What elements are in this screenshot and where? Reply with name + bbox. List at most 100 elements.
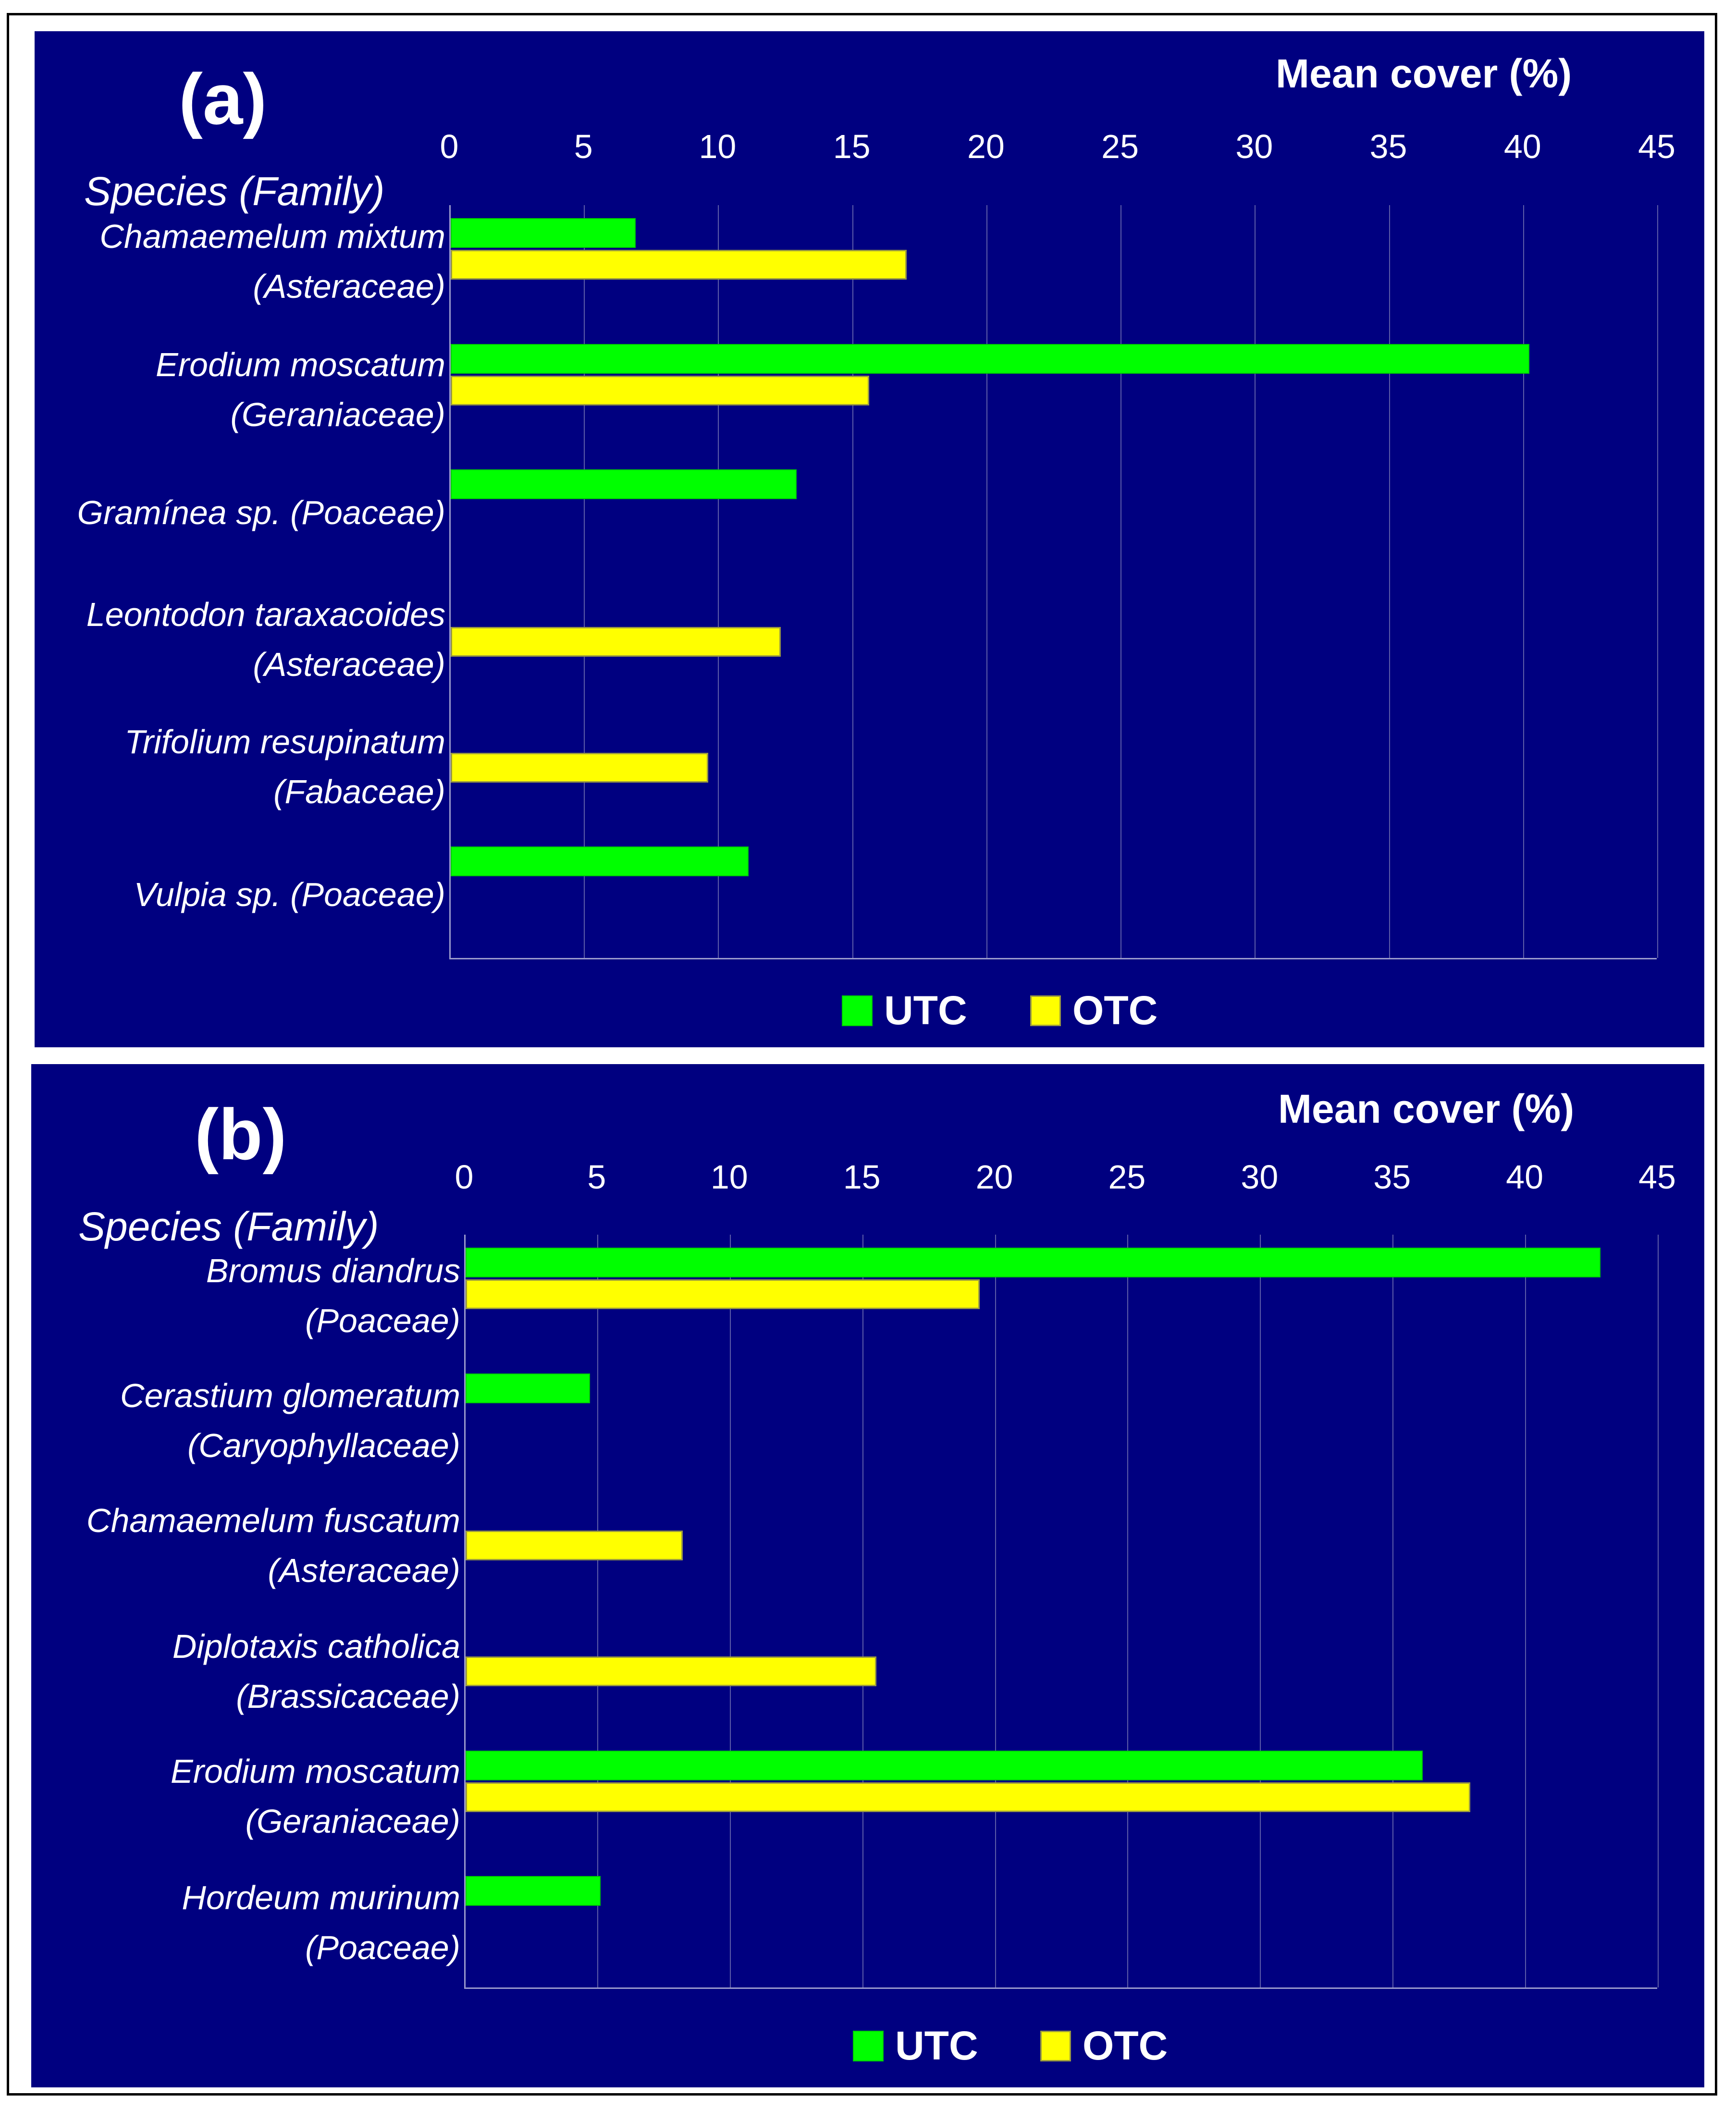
- category-species: Diplotaxis catholica: [172, 1628, 460, 1665]
- plot-area: [464, 1235, 1659, 1989]
- bar-utc: [466, 1373, 591, 1403]
- x-tick-label: 20: [967, 128, 1005, 165]
- category-species: Chamaemelum mixtum: [99, 218, 445, 255]
- legend-otc: OTC: [1040, 2023, 1168, 2069]
- x-tick-label: 40: [1503, 128, 1541, 165]
- category-label: Hordeum murinum (Poaceae): [66, 1873, 460, 1973]
- legend-swatch-utc: [842, 995, 873, 1026]
- bar-otc: [451, 626, 781, 657]
- category-species: Cerastium glomeratum: [120, 1377, 460, 1414]
- x-tick-label: 30: [1235, 128, 1273, 165]
- legend-utc: UTC: [842, 987, 967, 1034]
- gridline: [597, 1235, 598, 1987]
- gridline: [729, 1235, 731, 1987]
- x-tick-label: 15: [843, 1158, 881, 1196]
- x-tick-label: 0: [440, 128, 459, 165]
- x-tick-label: 0: [455, 1158, 474, 1196]
- bar-otc: [451, 249, 907, 280]
- gridline: [1392, 1235, 1394, 1987]
- gridline: [1523, 205, 1524, 958]
- x-tick-label: 35: [1373, 1158, 1411, 1196]
- category-label: Cerastium glomeratum (Caryophyllaceae): [66, 1371, 460, 1471]
- x-axis-title: Mean cover (%): [1276, 51, 1572, 96]
- category-family: (Fabaceae): [273, 773, 445, 810]
- x-axis-title: Mean cover (%): [1278, 1086, 1575, 1131]
- category-label: Erodium moscatum (Geraniaceae): [66, 1746, 460, 1846]
- category-label: Chamaemelum fuscatum (Asteraceae): [66, 1496, 460, 1595]
- category-family: (Asteraceae): [268, 1552, 460, 1589]
- panel-label: (b): [195, 1094, 287, 1175]
- category-family: (Asteraceae): [253, 268, 445, 305]
- legend-utc: UTC: [853, 2023, 978, 2069]
- bar-utc: [466, 1750, 1423, 1780]
- category-family: (Geraniaceae): [245, 1802, 460, 1840]
- legend-swatch-utc: [853, 2030, 884, 2061]
- category-label: Chamaemelum mixtum (Asteraceae): [51, 211, 445, 311]
- bar-otc: [466, 1782, 1471, 1812]
- legend-otc: OTC: [1030, 987, 1157, 1034]
- category-family: (Geraniaceae): [230, 396, 445, 433]
- x-tick-label: 35: [1369, 128, 1407, 165]
- legend-swatch-otc: [1030, 995, 1061, 1026]
- gridline: [852, 205, 853, 958]
- gridline: [1255, 205, 1256, 958]
- bar-utc: [451, 846, 749, 877]
- category-family: (Poaceae): [305, 1302, 460, 1339]
- gridline: [862, 1235, 863, 1987]
- bar-utc: [466, 1876, 601, 1906]
- category-family: (Caryophyllaceae): [187, 1427, 460, 1464]
- gridline: [1120, 205, 1122, 958]
- category-label: Gramínea sp. (Poaceae): [51, 488, 445, 538]
- bar-utc: [466, 1247, 1601, 1277]
- gridline: [1260, 1235, 1261, 1987]
- plot-area: [449, 205, 1658, 959]
- x-tick-label: 5: [574, 128, 593, 165]
- y-axis-title: Species (Family): [78, 1204, 379, 1249]
- category-label: Trifolium resupinatum (Fabaceae): [51, 717, 445, 817]
- x-tick-label: 45: [1638, 128, 1675, 165]
- bar-otc: [466, 1279, 980, 1309]
- legend-label-utc: UTC: [884, 988, 967, 1033]
- category-label: Leontodon taraxacoides (Asteraceae): [51, 589, 445, 689]
- gridline: [1525, 1235, 1527, 1987]
- bar-otc: [451, 375, 870, 405]
- x-tick-label: 30: [1241, 1158, 1279, 1196]
- bar-utc: [451, 218, 636, 248]
- gridline: [995, 1235, 996, 1987]
- gridline: [1657, 205, 1658, 958]
- x-tick-label: 10: [710, 1158, 748, 1196]
- category-label: Erodium moscatum (Geraniaceae): [51, 340, 445, 440]
- category-family: (Brassicaceae): [236, 1678, 460, 1715]
- x-tick-label: 15: [833, 128, 871, 165]
- category-species: Erodium moscatum: [171, 1753, 460, 1790]
- bar-otc: [451, 752, 709, 783]
- x-tick-label: 45: [1638, 1158, 1676, 1196]
- x-tick-label: 5: [587, 1158, 606, 1196]
- gridline: [1389, 205, 1390, 958]
- x-tick-label: 10: [699, 128, 737, 165]
- bar-utc: [451, 469, 797, 500]
- legend-label-otc: OTC: [1083, 2023, 1168, 2068]
- category-species: Erodium moscatum: [156, 346, 445, 383]
- legend-label-utc: UTC: [895, 2023, 978, 2068]
- category-species: Leontodon taraxacoides: [86, 596, 445, 633]
- category-species: Vulpia sp. (Poaceae): [134, 876, 445, 913]
- gridline: [718, 205, 719, 958]
- gridline: [584, 205, 585, 958]
- gridline: [986, 205, 987, 958]
- category-species: Chamaemelum fuscatum: [86, 1502, 460, 1539]
- x-tick-label: 25: [1108, 1158, 1146, 1196]
- panel-label: (a): [179, 59, 267, 139]
- x-tick-label: 25: [1101, 128, 1139, 165]
- category-species: Hordeum murinum: [182, 1879, 460, 1916]
- category-family: (Poaceae): [305, 1929, 460, 1966]
- bar-otc: [466, 1531, 683, 1561]
- panel-a: (a) Mean cover (%) Species (Family) 0 5 10…: [35, 31, 1704, 1047]
- category-family: (Asteraceae): [253, 646, 445, 683]
- category-species: Gramínea sp. (Poaceae): [77, 494, 445, 531]
- category-species: Bromus diandrus: [206, 1252, 460, 1289]
- gridline: [1127, 1235, 1129, 1987]
- legend-label-otc: OTC: [1072, 988, 1158, 1033]
- bar-otc: [466, 1656, 877, 1686]
- category-species: Trifolium resupinatum: [124, 723, 445, 760]
